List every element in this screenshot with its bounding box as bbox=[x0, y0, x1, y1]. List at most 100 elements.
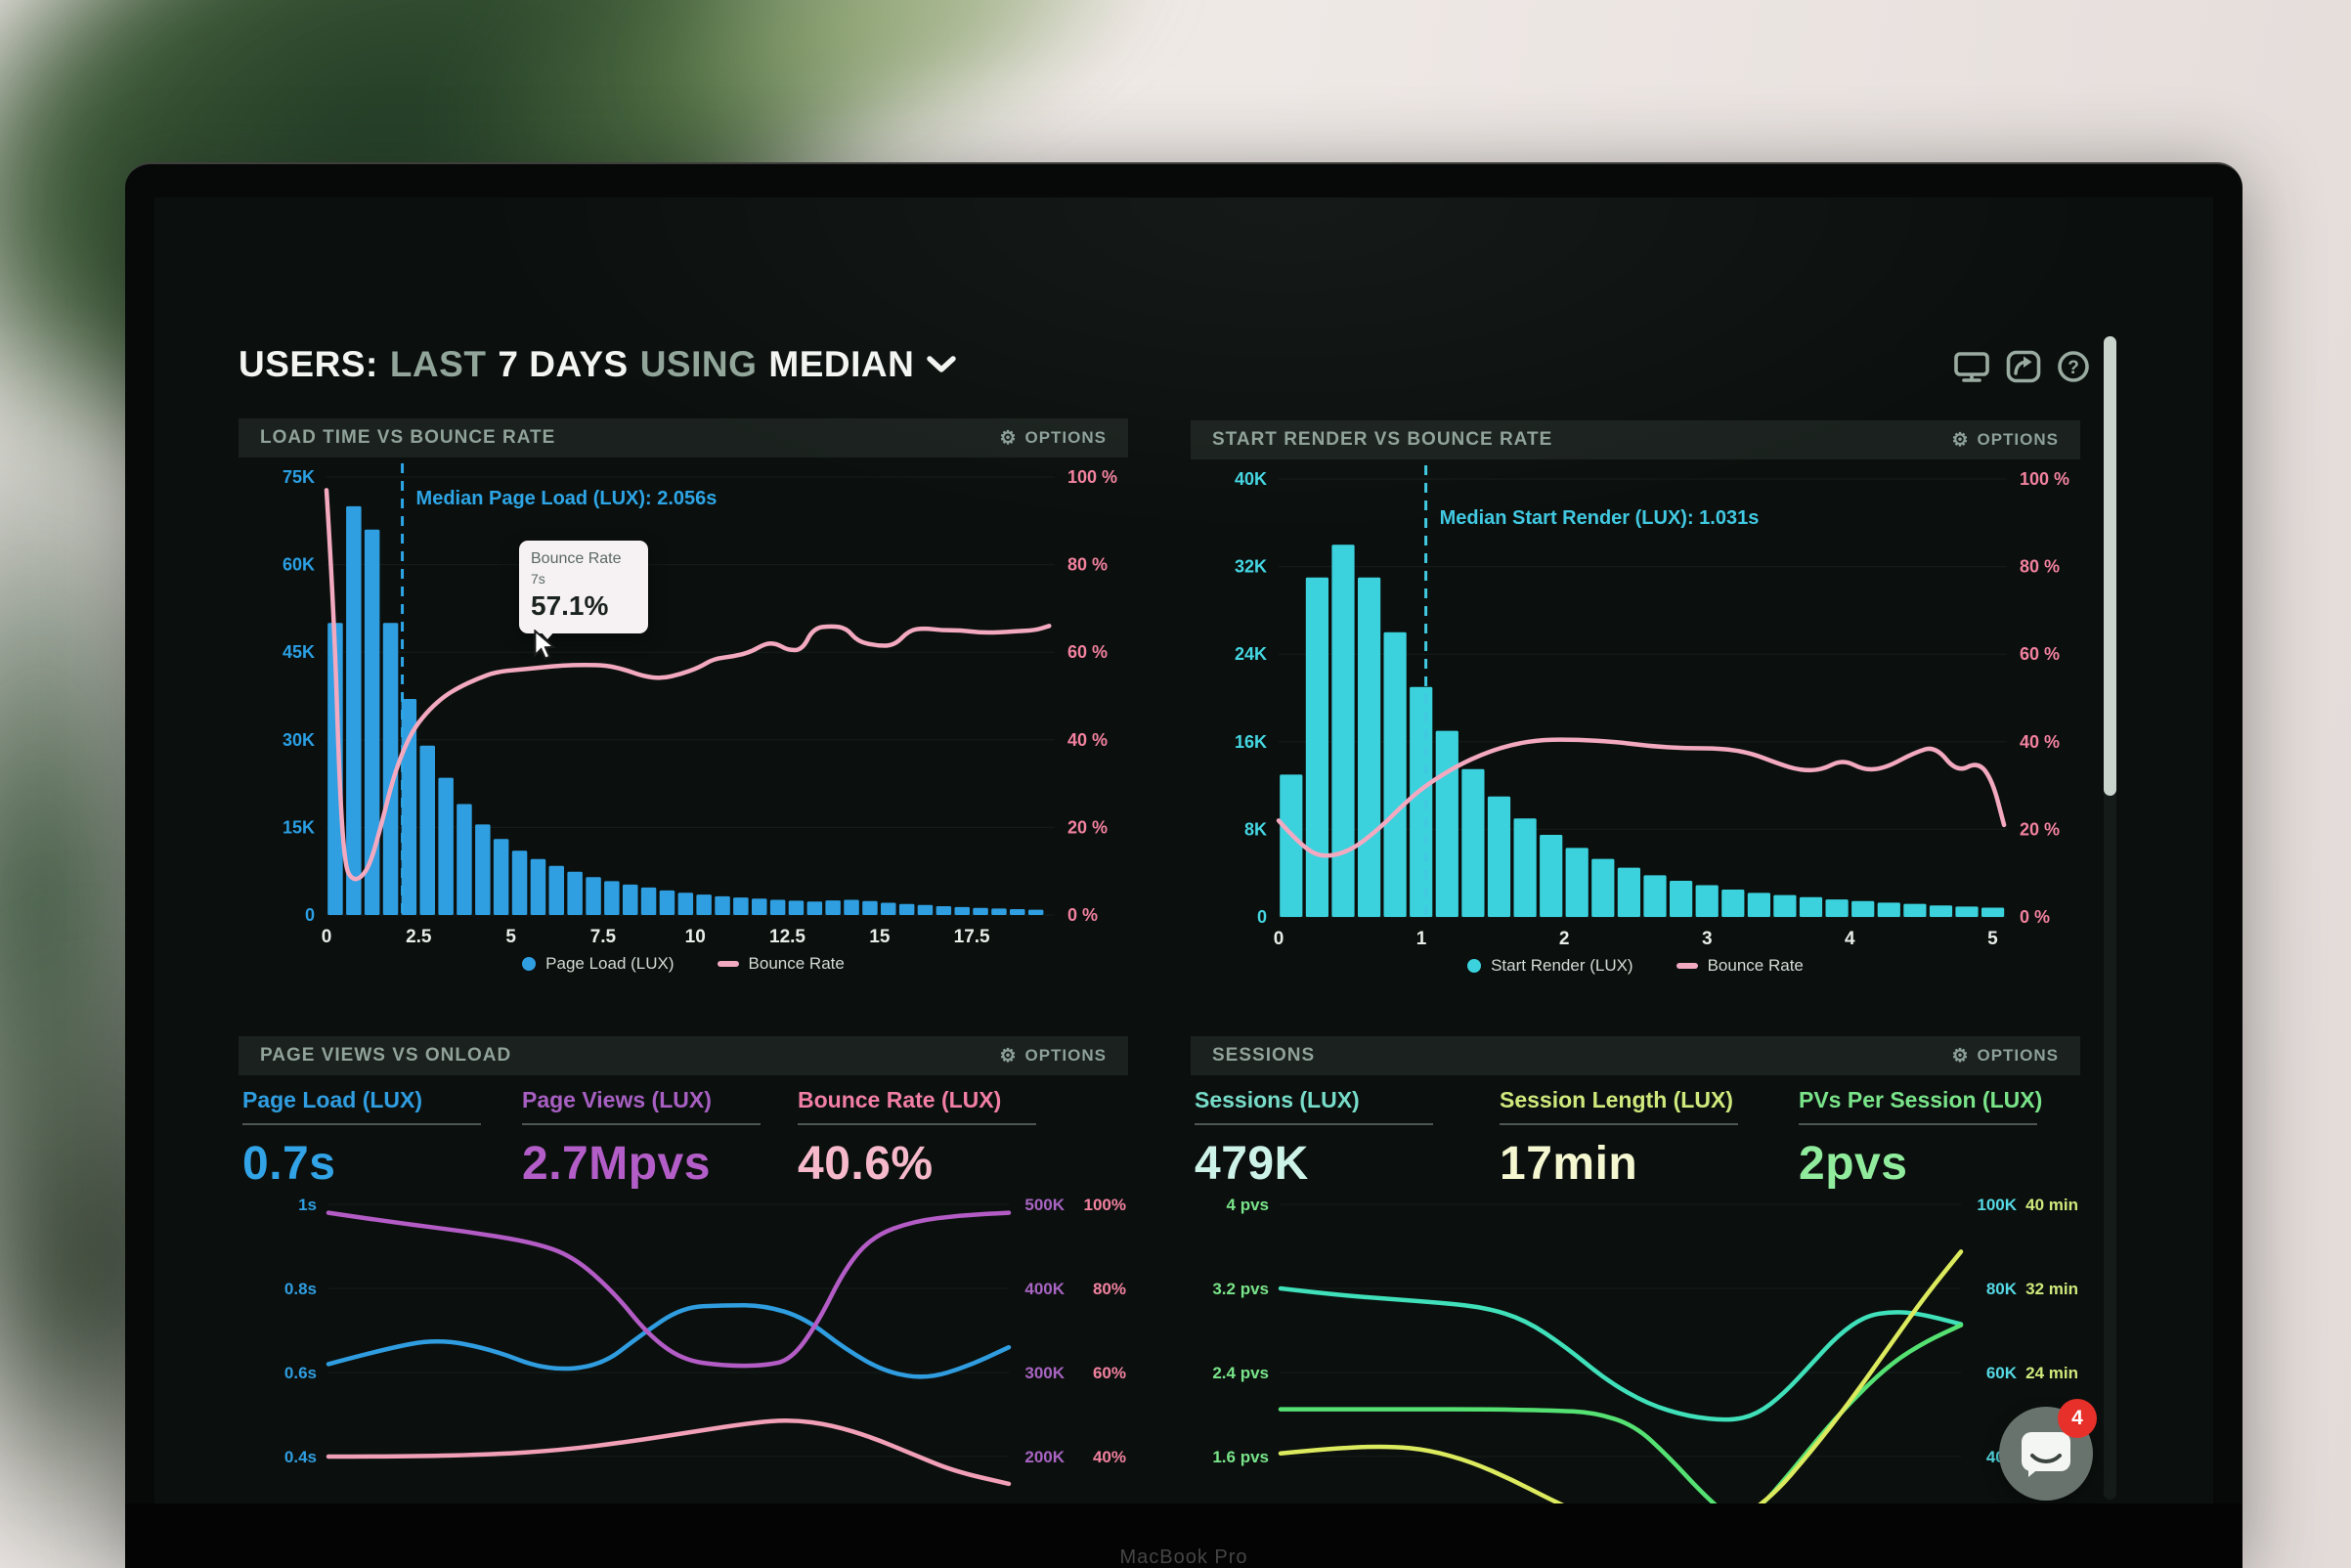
median-annotation: Median Start Render (LUX): 1.031s bbox=[1440, 507, 1760, 529]
metric-1: Page Views (LUX) 2.7Mpvs bbox=[522, 1087, 798, 1191]
panel-sessions: SESSIONS ⚙ OPTIONS Sessions (LUX) 479K Ses… bbox=[1191, 1036, 2080, 1503]
panel-title: PAGE VIEWS VS ONLOAD bbox=[260, 1045, 512, 1066]
chat-widget-button[interactable]: 4 bbox=[1999, 1399, 2097, 1501]
metric-label: Session Length (LUX) bbox=[1500, 1087, 1733, 1112]
y-axis-left-tick: 8K bbox=[1244, 819, 1267, 839]
chevron-down-icon bbox=[927, 356, 957, 372]
chat-bubble-icon bbox=[2022, 1432, 2070, 1477]
y-axis-right-tick: 80 % bbox=[1067, 555, 1108, 575]
y-axis-left-tick: 32K bbox=[1235, 557, 1267, 577]
panel-header: LOAD TIME VS BOUNCE RATE ⚙ OPTIONS bbox=[239, 418, 1128, 457]
y-axis-right-k-tick: 80K bbox=[1986, 1280, 2018, 1298]
chart-legend: Page Load (LUX) Bounce Rate bbox=[239, 954, 1128, 974]
title-users: USERS: bbox=[239, 344, 378, 384]
help-icon[interactable]: ? bbox=[2057, 350, 2090, 383]
share-icon[interactable] bbox=[2006, 350, 2041, 383]
load-time-chart: 75K 60K 45K 30K 15K 0 100 % 80 % 60 % 40 % 20 % 0 %… bbox=[283, 463, 1117, 946]
metric-0: Sessions (LUX) 479K bbox=[1195, 1087, 1500, 1191]
title-days: 7 DAYS bbox=[498, 344, 629, 384]
x-axis-tick: 12.5 bbox=[769, 927, 805, 946]
options-label: OPTIONS bbox=[1024, 1046, 1107, 1065]
y-axis-left-tick: 4 pvs bbox=[1227, 1196, 1269, 1214]
display-icon[interactable] bbox=[1953, 350, 1990, 383]
x-axis-tick: 0 bbox=[1274, 929, 1284, 948]
legend-label: Bounce Rate bbox=[748, 954, 845, 973]
y-axis-right-tick: 100 % bbox=[2020, 469, 2069, 489]
options-button[interactable]: ⚙ OPTIONS bbox=[999, 1046, 1107, 1066]
y-axis-left-tick: 3.2 pvs bbox=[1212, 1280, 1269, 1298]
y-axis-left-tick: 16K bbox=[1235, 732, 1267, 752]
x-axis-tick: 3 bbox=[1702, 929, 1713, 948]
metric-divider bbox=[1500, 1123, 1738, 1125]
metrics-row: Page Load (LUX) 0.7s Page Views (LUX) 2.7Mp… bbox=[242, 1087, 1056, 1191]
y-axis-right-k-tick: 100K bbox=[1977, 1196, 2017, 1214]
gear-icon: ⚙ bbox=[999, 427, 1018, 449]
users-period-dropdown[interactable]: USERS: LAST 7 DAYS USING MEDIAN bbox=[239, 344, 957, 385]
series-line bbox=[326, 1302, 1012, 1379]
y-axis-left-tick: 75K bbox=[283, 467, 315, 487]
y-axis-right-unit-tick: 40% bbox=[1093, 1448, 1126, 1466]
series-line bbox=[1278, 1285, 1964, 1422]
y-axis-right-tick: 40 % bbox=[2020, 732, 2060, 752]
x-axis-tick: 4 bbox=[1845, 929, 1855, 948]
legend-item: Bounce Rate bbox=[1676, 956, 1804, 976]
series-line bbox=[326, 1418, 1012, 1487]
svg-text:?: ? bbox=[2068, 358, 2079, 378]
options-button[interactable]: ⚙ OPTIONS bbox=[999, 428, 1107, 448]
metrics-row: Sessions (LUX) 479K Session Length (LUX) 17… bbox=[1195, 1087, 2062, 1191]
metric-divider bbox=[1799, 1123, 2037, 1125]
y-axis-right-unit-tick: 32 min bbox=[2025, 1280, 2078, 1298]
y-axis-right-k-tick: 500K bbox=[1024, 1196, 1065, 1214]
chart-legend: Start Render (LUX) Bounce Rate bbox=[1191, 956, 2080, 976]
metric-value: 2.7Mpvs bbox=[522, 1138, 711, 1190]
metric-divider bbox=[522, 1123, 761, 1125]
legend-label: Start Render (LUX) bbox=[1491, 956, 1633, 975]
metric-label: Page Views (LUX) bbox=[522, 1087, 712, 1112]
y-axis-right-k-tick: 60K bbox=[1986, 1364, 2018, 1382]
metric-0: Page Load (LUX) 0.7s bbox=[242, 1087, 522, 1191]
x-axis-tick: 5 bbox=[1987, 929, 1998, 948]
plot-area: 75K 60K 45K 30K 15K 0 100 % 80 % 60 % 40 % 20 % 0 %… bbox=[283, 467, 1117, 946]
device-brand-label: MacBook Pro bbox=[1119, 1546, 1248, 1568]
metric-label: PVs Per Session (LUX) bbox=[1799, 1087, 2043, 1112]
y-axis-right-unit-tick: 60% bbox=[1093, 1364, 1126, 1382]
x-axis-tick: 0 bbox=[322, 927, 332, 946]
metric-label: Page Load (LUX) bbox=[242, 1087, 423, 1112]
y-axis-right-unit-tick: 80% bbox=[1093, 1280, 1126, 1298]
y-axis-right-k-tick: 400K bbox=[1024, 1280, 1065, 1298]
metric-value: 40.6% bbox=[798, 1138, 934, 1190]
options-button[interactable]: ⚙ OPTIONS bbox=[1951, 1046, 2059, 1066]
bars bbox=[1280, 544, 2005, 917]
x-axis-tick: 10 bbox=[685, 927, 706, 946]
metric-value: 2pvs bbox=[1799, 1138, 1908, 1190]
x-axis-tick: 17.5 bbox=[954, 927, 990, 946]
gear-icon: ⚙ bbox=[1951, 1045, 1970, 1067]
y-axis-right-unit-tick: 100% bbox=[1084, 1196, 1126, 1214]
x-axis-tick: 7.5 bbox=[590, 927, 617, 946]
metric-divider bbox=[798, 1123, 1036, 1125]
legend-label: Page Load (LUX) bbox=[545, 954, 675, 973]
series-dot-icon bbox=[1467, 959, 1482, 973]
scrollbar-thumb[interactable] bbox=[2104, 336, 2116, 796]
y-axis-left-tick: 2.4 pvs bbox=[1212, 1364, 1269, 1382]
x-axis-tick: 15 bbox=[869, 927, 891, 946]
bounce-rate-line bbox=[1276, 737, 2007, 858]
median-annotation: Median Page Load (LUX): 2.056s bbox=[416, 488, 718, 509]
panel-start-render-vs-bounce-rate: START RENDER VS BOUNCE RATE ⚙ OPTIONS 40… bbox=[1191, 420, 2080, 987]
legend-item: Page Load (LUX) bbox=[522, 954, 675, 974]
metric-1: Session Length (LUX) 17min bbox=[1500, 1087, 1799, 1191]
page-scrollbar[interactable] bbox=[2104, 336, 2116, 1500]
options-button[interactable]: ⚙ OPTIONS bbox=[1951, 430, 2059, 450]
y-axis-right-tick: 40 % bbox=[1067, 730, 1108, 750]
y-axis-left-tick: 15K bbox=[283, 817, 315, 837]
legend-item: Bounce Rate bbox=[717, 954, 845, 974]
y-axis-left-tick: 0 bbox=[305, 905, 315, 925]
series-dash-icon bbox=[1676, 963, 1698, 969]
panel-title: SESSIONS bbox=[1212, 1045, 1316, 1066]
tooltip-value: 57.1% bbox=[531, 590, 609, 621]
panel-load-time-vs-bounce-rate: LOAD TIME VS BOUNCE RATE ⚙ OPTIONS 75K 60… bbox=[239, 418, 1128, 985]
metric-divider bbox=[1195, 1123, 1433, 1125]
bounce-rate-line bbox=[324, 488, 1052, 882]
y-axis-right-unit-tick: 24 min bbox=[2025, 1364, 2078, 1382]
